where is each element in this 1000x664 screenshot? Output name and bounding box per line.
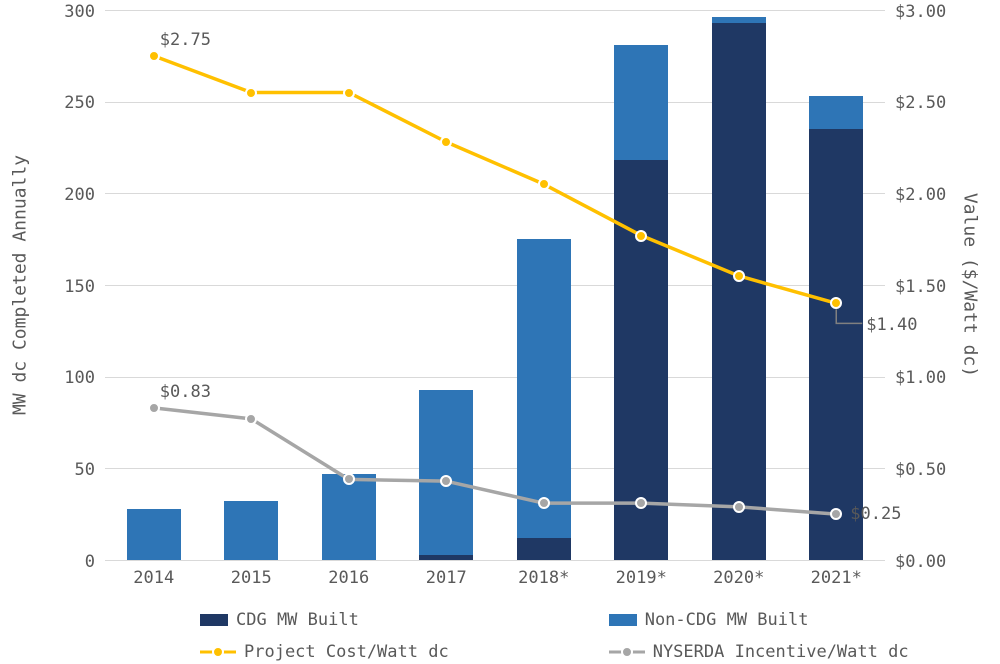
gridline <box>105 560 885 561</box>
leader-project-cost <box>105 10 885 560</box>
y-right-tick: $2.50 <box>895 93 946 113</box>
y-right-title: Value ($/Watt dc) <box>960 193 981 377</box>
legend-label: Non-CDG MW Built <box>645 610 809 630</box>
legend: CDG MW Built Non-CDG MW Built Project Cost… <box>200 610 909 662</box>
x-tick: 2015 <box>231 568 272 588</box>
x-tick: 2014 <box>133 568 174 588</box>
y-right-tick: $1.50 <box>895 277 946 297</box>
y-left-tick: 200 <box>64 185 95 205</box>
legend-swatch <box>200 614 228 626</box>
y-right-tick: $0.00 <box>895 552 946 572</box>
x-tick: 2020* <box>713 568 764 588</box>
y-left-title: MW dc Completed Annually <box>10 155 31 415</box>
y-right-tick: $1.00 <box>895 368 946 388</box>
y-right-tick: $2.00 <box>895 185 946 205</box>
y-left-tick: 50 <box>75 460 95 480</box>
y-left-tick: 0 <box>85 552 95 572</box>
legend-item: NYSERDA Incentive/Watt dc <box>609 642 909 662</box>
y-left-tick: 100 <box>64 368 95 388</box>
y-left-tick: 250 <box>64 93 95 113</box>
y-left-tick: 150 <box>64 277 95 297</box>
legend-swatch <box>200 645 236 659</box>
legend-item: Project Cost/Watt dc <box>200 642 449 662</box>
chart-root: $2.75$0.83$1.40$0.25 0 50 100 150 200 250 300 $0… <box>0 0 1000 664</box>
legend-item: Non-CDG MW Built <box>609 610 909 630</box>
legend-item: CDG MW Built <box>200 610 449 630</box>
x-tick: 2017 <box>426 568 467 588</box>
x-tick: 2016 <box>328 568 369 588</box>
x-tick: 2018* <box>518 568 569 588</box>
y-right-tick: $0.50 <box>895 460 946 480</box>
y-left-tick: 300 <box>64 2 95 22</box>
legend-label: CDG MW Built <box>236 610 359 630</box>
legend-swatch <box>609 645 645 659</box>
x-tick: 2021* <box>811 568 862 588</box>
legend-label: NYSERDA Incentive/Watt dc <box>653 642 909 662</box>
y-right-tick: $3.00 <box>895 2 946 22</box>
legend-label: Project Cost/Watt dc <box>244 642 449 662</box>
legend-swatch <box>609 614 637 626</box>
label-project-cost-end: $1.40 <box>866 315 917 335</box>
x-tick: 2019* <box>616 568 667 588</box>
plot-area: $2.75$0.83$1.40$0.25 <box>105 10 885 560</box>
label-incentive-end: $0.25 <box>850 504 901 524</box>
